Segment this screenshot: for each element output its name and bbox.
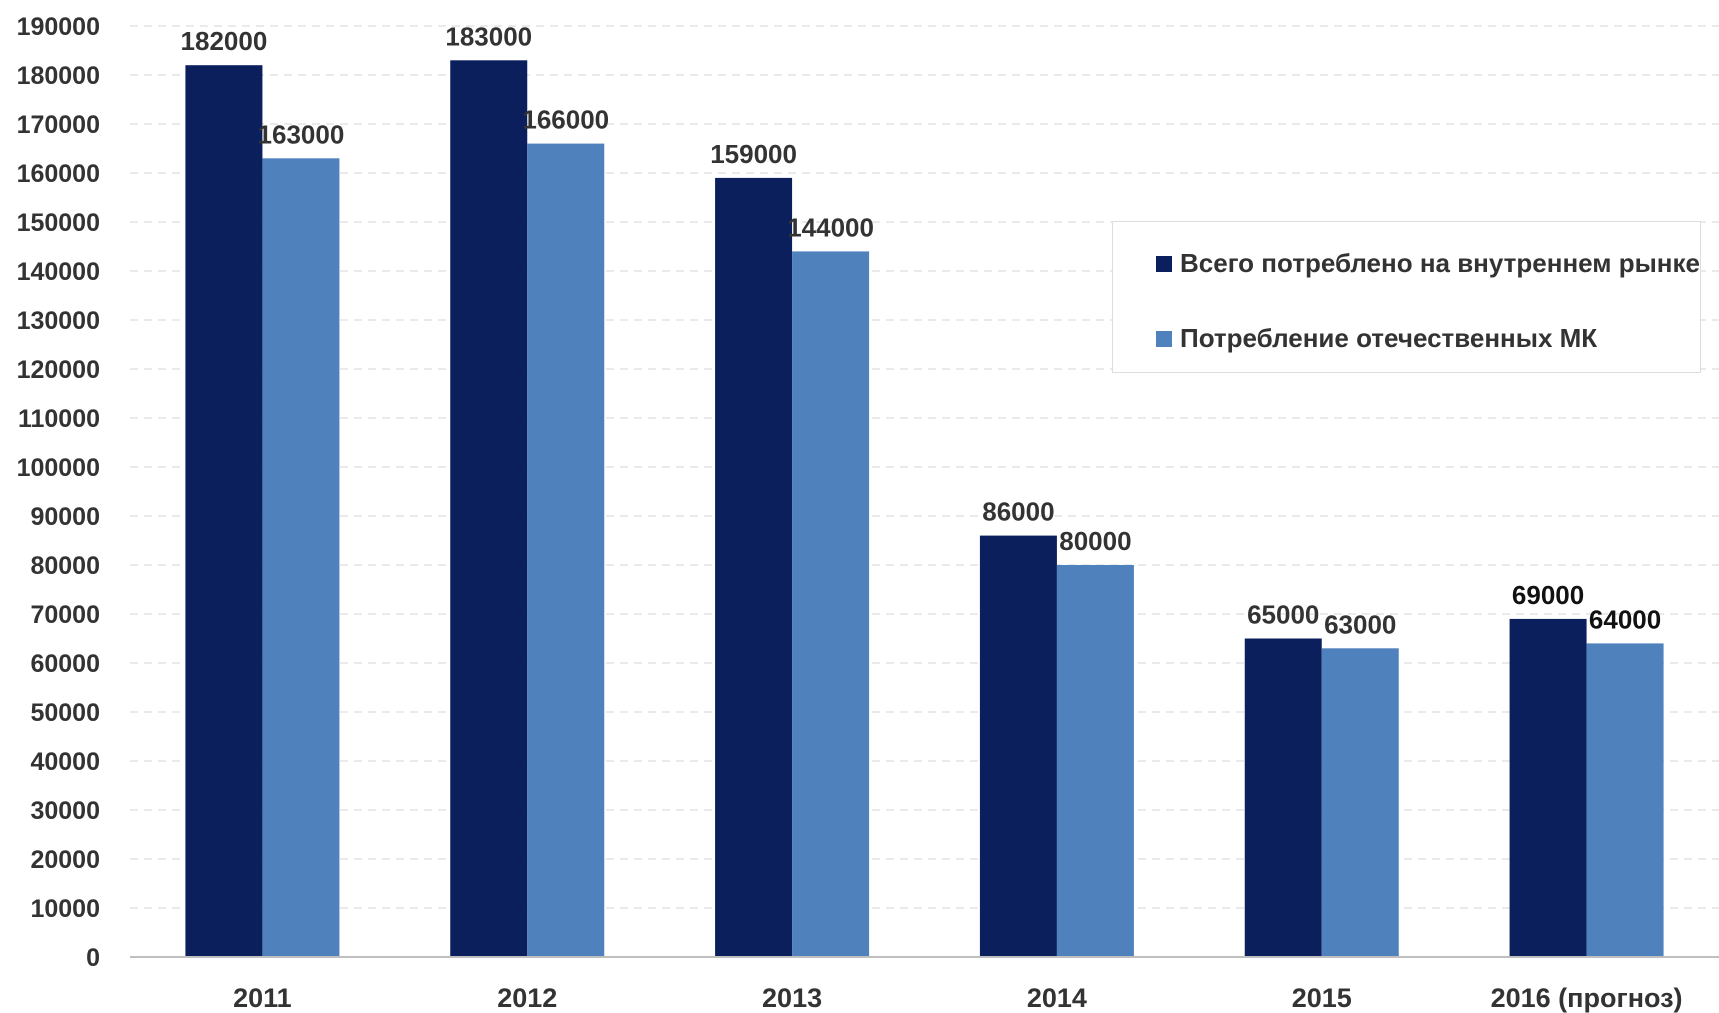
- y-tick-label: 60000: [30, 650, 100, 678]
- y-tick-label: 0: [86, 944, 100, 972]
- y-tick-label: 20000: [30, 846, 100, 874]
- y-tick-label: 150000: [17, 209, 100, 237]
- bar-domestic: [1056, 565, 1134, 957]
- bar-total: [1244, 638, 1322, 957]
- legend: Всего потреблено на внутреннем рынке Пот…: [1112, 221, 1701, 373]
- y-tick-label: 40000: [30, 748, 100, 776]
- bar-total: [185, 65, 263, 957]
- x-tick-label: 2012: [497, 983, 557, 1013]
- data-label: 65000: [1247, 600, 1319, 630]
- y-axis-ticks: 0 10000 20000 30000 40000 50000 60000 70000 8000…: [17, 13, 100, 972]
- legend-label-total: Всего потреблено на внутреннем рынке: [1180, 248, 1700, 278]
- y-tick-label: 70000: [30, 601, 100, 629]
- y-tick-label: 190000: [17, 13, 100, 41]
- x-tick-label: 2015: [1292, 983, 1352, 1013]
- x-tick-label: 2013: [762, 983, 822, 1013]
- legend-swatch-total: [1156, 255, 1172, 272]
- y-tick-label: 180000: [17, 62, 100, 90]
- data-label: 63000: [1324, 609, 1396, 639]
- legend-item-total: Всего потреблено на внутреннем рынке: [1156, 248, 1700, 279]
- legend-swatch-domestic: [1156, 330, 1172, 347]
- y-tick-label: 130000: [17, 307, 100, 335]
- y-tick-label: 90000: [30, 503, 100, 531]
- data-labels: 182000 163000 183000 166000 159000 144000 8600…: [181, 21, 1662, 639]
- y-tick-label: 100000: [17, 454, 100, 482]
- bar-domestic: [1586, 643, 1664, 957]
- legend-label-domestic: Потребление отечественных МК: [1180, 323, 1598, 353]
- gridlines: [130, 25, 1719, 909]
- bars: [185, 60, 1664, 958]
- x-axis-ticks: 2011 2012 2013 2014 2015 2016 (прогноз): [233, 983, 1682, 1013]
- data-label: 159000: [710, 139, 797, 169]
- bar-total: [715, 177, 793, 957]
- data-label: 182000: [181, 26, 268, 56]
- y-tick-label: 170000: [17, 111, 100, 139]
- data-label: 86000: [982, 497, 1054, 527]
- y-tick-label: 50000: [30, 699, 100, 727]
- data-label: 80000: [1059, 526, 1131, 556]
- data-label: 144000: [787, 212, 874, 242]
- y-tick-label: 10000: [30, 895, 100, 923]
- bar-domestic: [792, 251, 870, 957]
- data-label: 69000: [1512, 580, 1584, 610]
- y-tick-label: 120000: [17, 356, 100, 384]
- bar-domestic: [262, 158, 340, 958]
- x-tick-label: 2014: [1027, 983, 1087, 1013]
- y-tick-label: 160000: [17, 160, 100, 188]
- y-tick-label: 80000: [30, 552, 100, 580]
- bar-total: [979, 535, 1057, 957]
- x-tick-label: 2016 (прогноз): [1491, 983, 1683, 1013]
- bar-domestic: [527, 143, 605, 958]
- bar-total: [450, 60, 528, 958]
- bar-domestic: [1321, 648, 1399, 957]
- bar-total: [1509, 618, 1587, 957]
- x-tick-label: 2011: [233, 983, 292, 1013]
- data-label: 64000: [1589, 604, 1661, 634]
- data-label: 183000: [445, 21, 532, 51]
- y-tick-label: 30000: [30, 797, 100, 825]
- y-tick-label: 140000: [17, 258, 100, 286]
- legend-item-domestic: Потребление отечественных МК: [1156, 323, 1597, 354]
- data-label: 166000: [522, 105, 609, 135]
- y-tick-label: 110000: [18, 405, 100, 433]
- data-label: 163000: [258, 119, 345, 149]
